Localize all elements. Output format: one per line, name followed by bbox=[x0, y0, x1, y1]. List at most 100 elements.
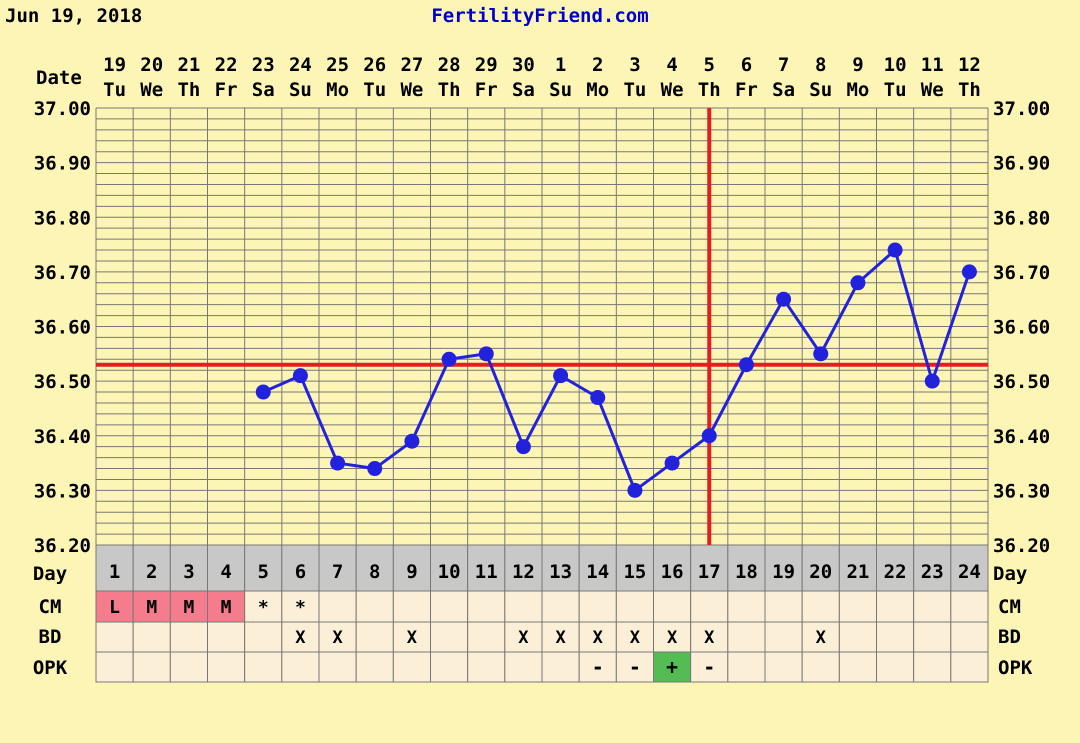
y-tick-label-left: 36.30 bbox=[34, 480, 91, 502]
bd-row-label-right: BD bbox=[998, 626, 1021, 648]
bd-cell bbox=[355, 621, 394, 653]
date-label: 26 bbox=[363, 54, 386, 76]
date-label: 29 bbox=[475, 54, 498, 76]
cm-cell bbox=[504, 590, 543, 623]
weekday-label: Fr bbox=[735, 79, 758, 101]
day-row-label-left: Day bbox=[33, 563, 67, 585]
cm-cell bbox=[132, 590, 171, 623]
opk-cell bbox=[578, 651, 617, 683]
day-number: 20 bbox=[809, 561, 832, 583]
day-cell bbox=[950, 544, 989, 592]
date-label: 4 bbox=[666, 54, 677, 76]
y-tick-label-right: 36.80 bbox=[993, 207, 1050, 229]
weekday-label: We bbox=[400, 79, 423, 101]
opk-cell bbox=[801, 651, 840, 683]
y-tick-label-left: 37.00 bbox=[34, 98, 91, 120]
opk-cell bbox=[727, 651, 766, 683]
bd-cell bbox=[913, 621, 952, 653]
bd-cell bbox=[430, 621, 469, 653]
opk-cell bbox=[615, 651, 654, 683]
weekday-label: Th bbox=[177, 79, 200, 101]
cm-cell bbox=[876, 590, 915, 623]
y-tick-label-left: 36.90 bbox=[34, 153, 91, 175]
day-number: 11 bbox=[475, 561, 498, 583]
bd-cell bbox=[169, 621, 208, 653]
day-cell bbox=[913, 544, 952, 592]
weekday-label: Mo bbox=[586, 79, 609, 101]
bd-value: X bbox=[816, 628, 827, 648]
day-number: 18 bbox=[735, 561, 758, 583]
y-tick-label-right: 37.00 bbox=[993, 98, 1050, 120]
temperature-point bbox=[404, 433, 420, 449]
date-label: 19 bbox=[103, 54, 126, 76]
opk-cell bbox=[690, 651, 729, 683]
bd-cell bbox=[615, 621, 654, 653]
day-cell bbox=[430, 544, 469, 592]
header-date: Jun 19, 2018 bbox=[5, 5, 142, 27]
bd-value: X bbox=[518, 628, 529, 648]
date-label: 27 bbox=[400, 54, 423, 76]
temperature-point bbox=[553, 368, 569, 384]
cm-cell bbox=[764, 590, 803, 623]
date-label: 30 bbox=[512, 54, 535, 76]
day-number: 12 bbox=[512, 561, 535, 583]
date-label: 8 bbox=[815, 54, 826, 76]
weekday-label: Sa bbox=[512, 79, 535, 101]
weekday-label: Fr bbox=[475, 79, 498, 101]
opk-cell bbox=[207, 651, 246, 683]
weekday-label: Su bbox=[289, 79, 312, 101]
day-number: 9 bbox=[406, 561, 417, 583]
day-number: 22 bbox=[884, 561, 907, 583]
weekday-label: Mo bbox=[326, 79, 349, 101]
y-tick-label-left: 36.20 bbox=[34, 535, 91, 557]
opk-row-label-right: OPK bbox=[998, 657, 1033, 679]
day-cell bbox=[132, 544, 171, 592]
temperature-point bbox=[367, 461, 383, 477]
day-number: 3 bbox=[183, 561, 194, 583]
bd-value: X bbox=[407, 628, 418, 648]
weekday-label: We bbox=[140, 79, 163, 101]
date-label: 25 bbox=[326, 54, 349, 76]
temperature-point bbox=[738, 357, 754, 373]
cm-cell bbox=[838, 590, 877, 623]
bd-value: X bbox=[593, 628, 604, 648]
weekday-label: Su bbox=[549, 79, 572, 101]
date-label: 21 bbox=[177, 54, 200, 76]
cm-cell bbox=[615, 590, 654, 623]
site-name[interactable]: FertilityFriend.com bbox=[431, 5, 648, 27]
cm-cell bbox=[392, 590, 432, 623]
bd-cell bbox=[467, 621, 506, 653]
y-tick-label-right: 36.20 bbox=[993, 535, 1050, 557]
cm-value: L bbox=[109, 597, 120, 618]
cm-cell bbox=[355, 590, 394, 623]
day-cell bbox=[318, 544, 357, 592]
date-label: 1 bbox=[555, 54, 566, 76]
day-number: 17 bbox=[698, 561, 721, 583]
cm-cell bbox=[318, 590, 357, 623]
cm-cell bbox=[541, 590, 580, 623]
day-cell bbox=[467, 544, 506, 592]
opk-value: + bbox=[666, 655, 678, 679]
day-number: 1 bbox=[109, 561, 120, 583]
bd-cell bbox=[950, 621, 989, 653]
bd-cell bbox=[727, 621, 766, 653]
day-number: 14 bbox=[586, 561, 609, 583]
opk-cell bbox=[504, 651, 543, 683]
day-row-label-right: Day bbox=[993, 563, 1027, 585]
weekday-label: Tu bbox=[363, 79, 386, 101]
temperature-point bbox=[330, 455, 346, 471]
day-cell bbox=[801, 544, 840, 592]
opk-cell bbox=[653, 651, 692, 683]
day-number: 4 bbox=[220, 561, 231, 583]
weekday-label: Tu bbox=[103, 79, 126, 101]
y-tick-label-right: 36.90 bbox=[993, 153, 1050, 175]
cm-value: * bbox=[258, 597, 269, 618]
date-row-label: Date bbox=[36, 67, 82, 89]
opk-cell bbox=[244, 651, 283, 683]
opk-cell bbox=[95, 651, 134, 683]
day-number: 2 bbox=[146, 561, 157, 583]
y-tick-label-left: 36.60 bbox=[34, 317, 91, 339]
opk-cell bbox=[764, 651, 803, 683]
bd-value: X bbox=[555, 628, 566, 648]
